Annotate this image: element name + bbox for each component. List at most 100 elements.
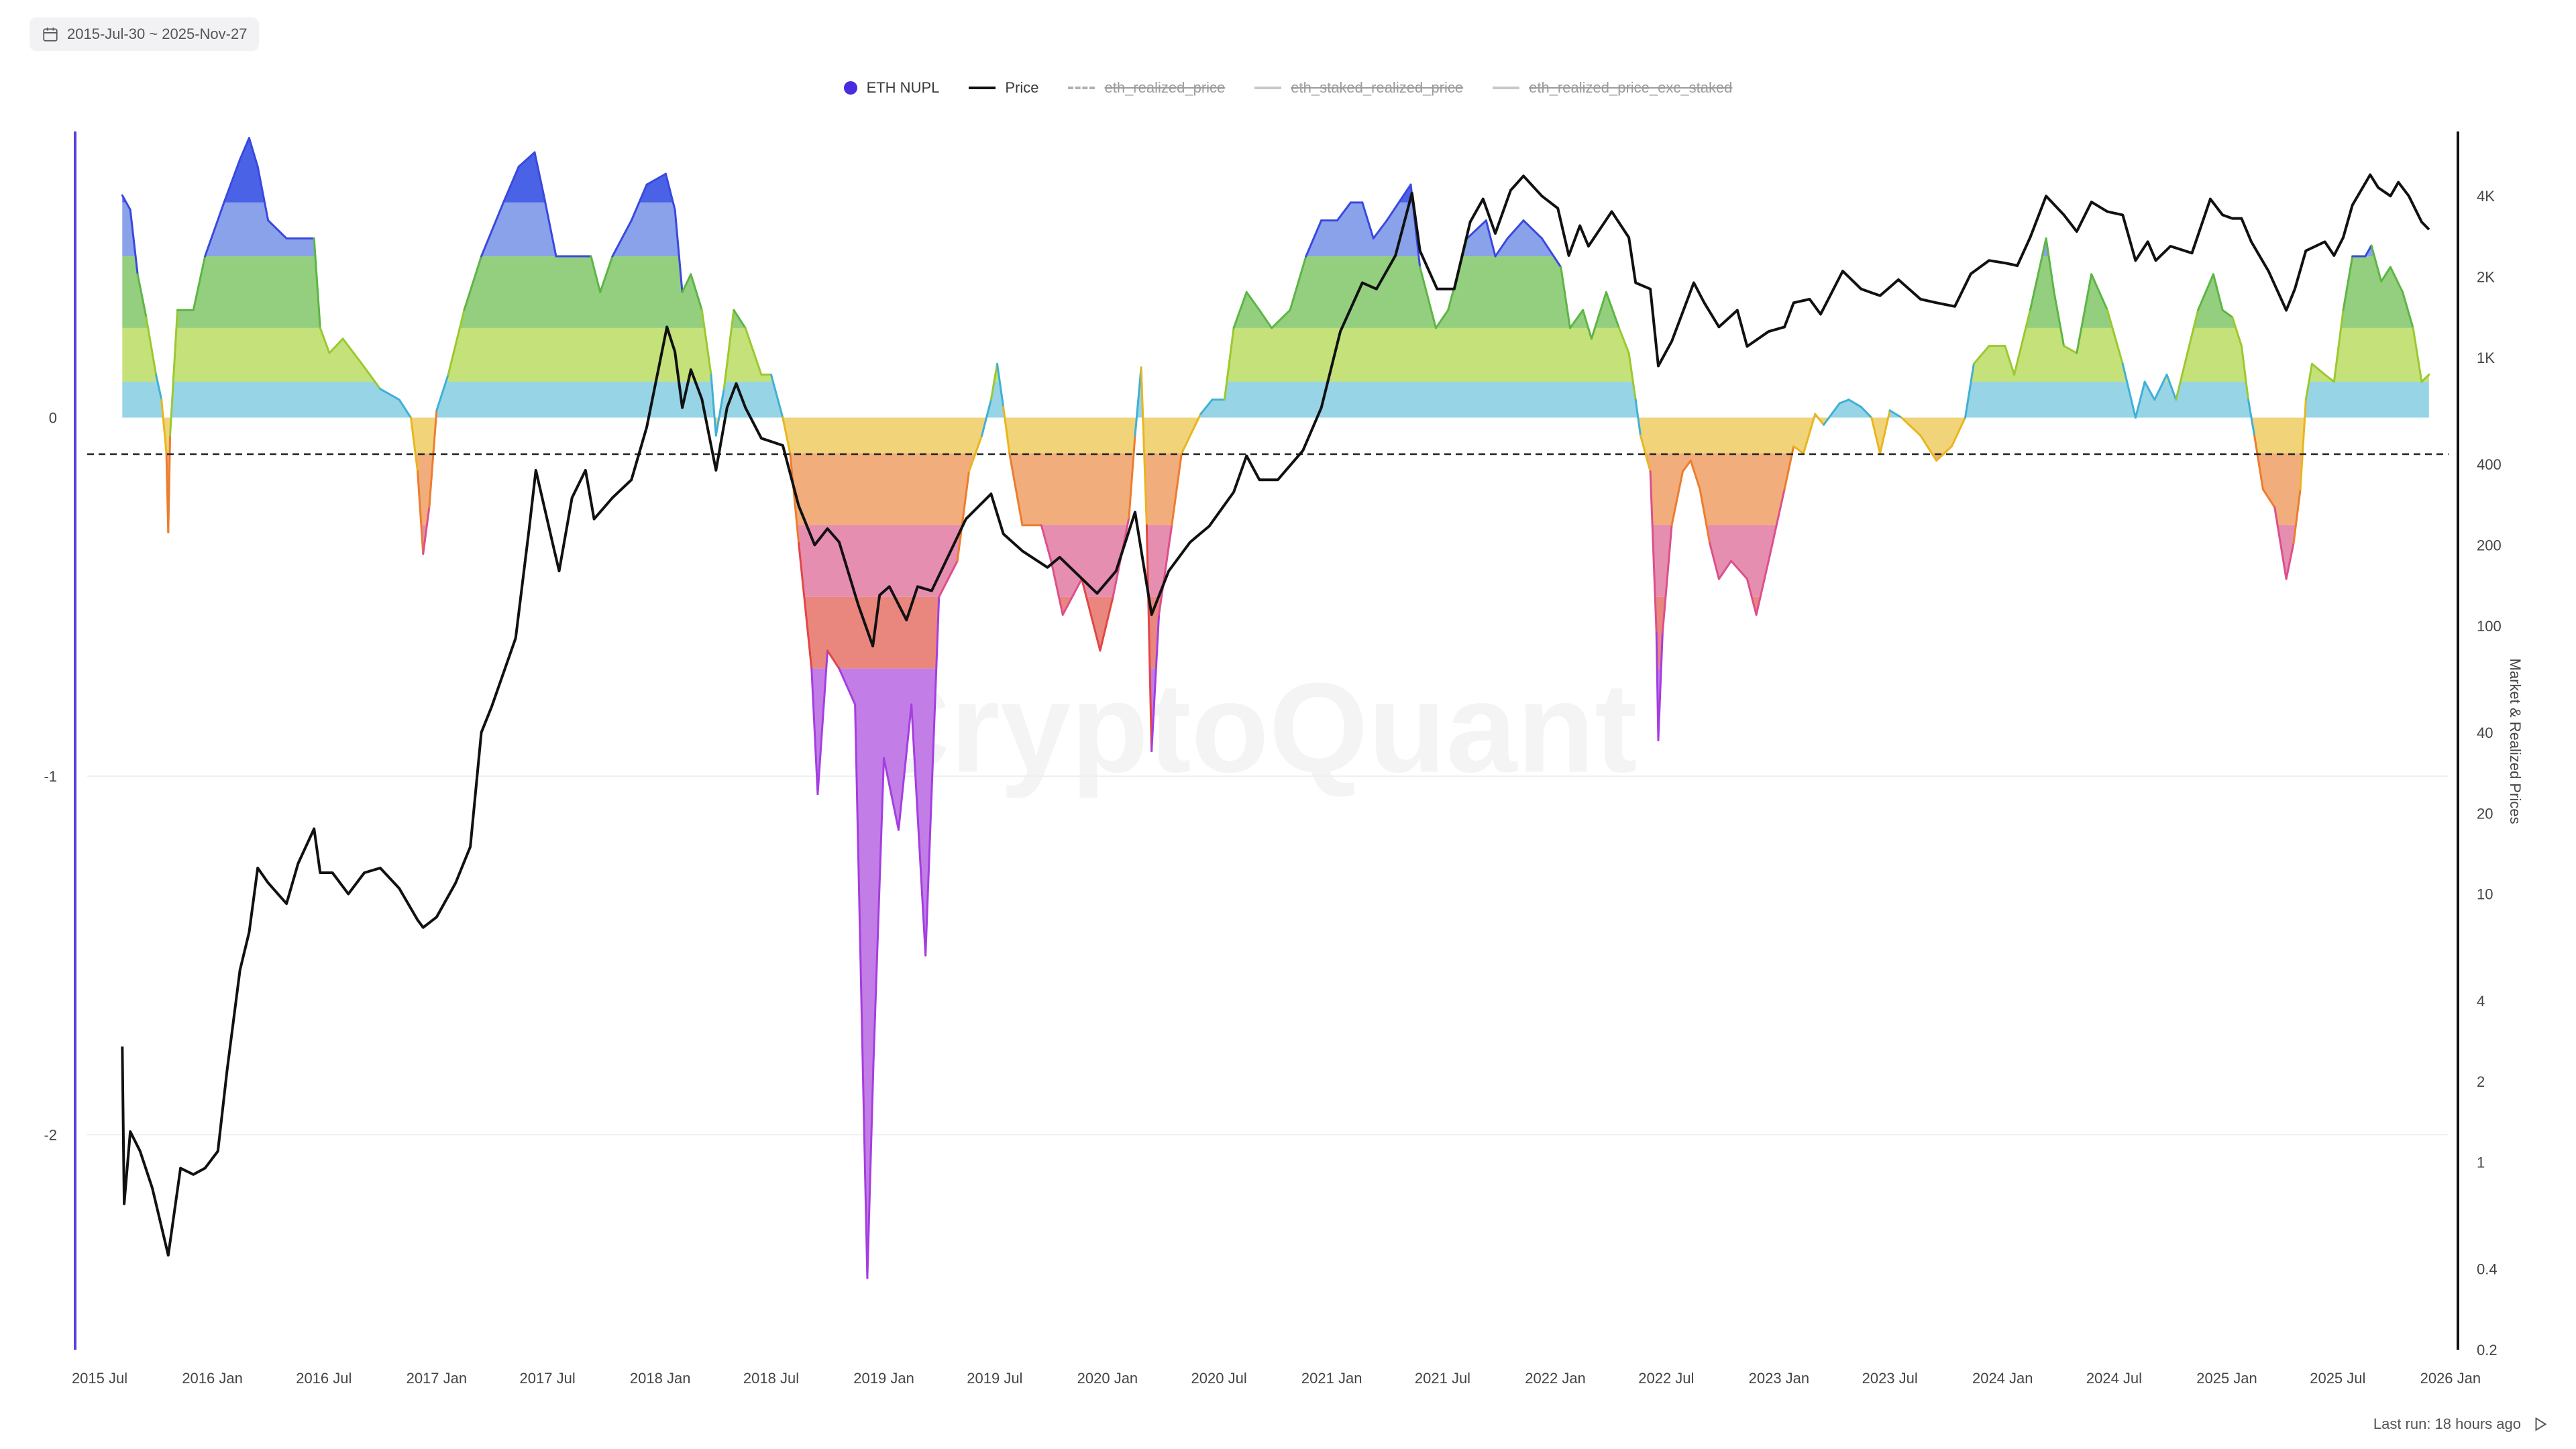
nupl-segment [2240,345,2249,401]
x-tick-label: 2021 Jul [1415,1370,1470,1387]
y-right-tick-label: 0.4 [2477,1261,2498,1278]
date-range-picker[interactable]: 2015-Jul-30 ~ 2025-Nov-27 [30,17,260,51]
nupl-segment [2090,273,2108,311]
legend-item-eth-realized-price[interactable]: eth_realized_price [1068,79,1225,97]
nupl-segment [463,255,483,311]
nupl-segment [710,373,717,437]
y-right-tick-label: 4K [2477,188,2495,205]
nupl-segment [2197,273,2214,311]
nupl-segment [770,373,784,419]
x-tick-label: 2016 Jan [182,1370,243,1387]
nupl-segment [267,219,288,239]
nupl-segment [816,649,829,796]
nupl-segment [854,703,863,993]
nupl-segment [1361,201,1375,239]
nupl-segment [664,172,676,211]
x-tick-label: 2025 Jul [2310,1370,2365,1387]
legend-swatch-eth-realized-price-exc-staked [1493,87,1520,89]
nupl-segment [2134,380,2146,419]
nupl-segment [2063,345,2078,354]
footer: Last run: 18 hours ago [2373,1415,2549,1433]
nupl-segment [1649,470,1658,634]
nupl-segment [2364,244,2373,258]
nupl-segment [169,309,179,437]
legend-item-price[interactable]: Price [969,79,1038,97]
nupl-segment [1860,405,1873,419]
axes: 0 -1 -2 0.2 0.4 1 2 4 10 20 40 100 200 400 1K 2K 4K 2015 … [44,131,2502,1387]
nupl-segment [1522,219,1543,239]
y-left-tick-label: -1 [44,768,57,785]
nupl-segment [1099,596,1114,652]
x-tick-label: 2016 Jul [296,1370,352,1387]
x-tick-label: 2017 Jul [520,1370,576,1387]
nupl-segment [1540,237,1562,268]
nupl-segment [341,337,363,365]
nupl-segment [1385,183,1412,222]
nupl-segment [838,667,857,706]
nupl-segment [1888,409,1903,419]
x-tick-label: 2025 Jan [2196,1370,2257,1387]
nupl-segment [422,506,431,555]
x-tick-label: 2021 Jan [1301,1370,1362,1387]
nupl-segment [733,309,747,329]
nupl-segment [1767,488,1786,562]
nupl-band-3 [122,327,2429,382]
nupl-segment [872,757,885,1064]
nupl-segment [1814,413,1825,426]
nupl-segment [1002,405,1011,455]
nupl-segment [1568,309,1585,329]
nupl-segment [428,409,438,508]
nupl-segment [1919,434,1938,462]
nupl-segment [155,373,163,401]
legend-item-eth-staked-realized-price[interactable]: eth_staked_realized_price [1254,79,1463,97]
nupl-segment [1040,524,1053,562]
nupl-segment [2004,345,2016,376]
nupl-segment [2370,244,2383,282]
nupl-segment [1305,219,1323,258]
nupl-segment [1605,290,1621,329]
nupl-segment [700,309,712,376]
x-tick-label: 2015 Jul [72,1370,127,1387]
play-icon[interactable] [2532,1415,2549,1433]
nupl-segment [121,194,131,211]
nupl-segment [1494,237,1509,258]
y-right-tick-label: 1K [2477,350,2495,366]
nupl-segment [956,470,971,562]
nupl-segment [1655,631,1660,741]
nupl-segment [1232,290,1248,329]
nupl-segment [1081,578,1102,652]
y-right-tick-label: 10 [2477,886,2493,903]
nupl-segment [398,398,412,419]
nupl-segment [2304,362,2313,401]
nupl-segment [2029,237,2047,311]
nupl-segment [1134,366,1142,437]
nupl-segment [517,151,536,168]
nupl-segment [1717,559,1733,580]
nupl-segment [313,237,321,329]
nupl-segment [204,201,225,258]
nupl-segment [2332,309,2345,383]
nupl-segment [1434,309,1450,329]
legend-swatch-price [969,87,996,89]
legend-item-eth-realized-price-exc-staked[interactable]: eth_realized_price_exc_staked [1493,79,1732,97]
nupl-segment [223,158,241,204]
nupl-segment [1582,309,1593,340]
nupl-segment [1847,398,1862,408]
nupl-segment [2402,290,2414,329]
nupl-segment [744,327,763,376]
y-right-tick-label: 100 [2477,618,2502,635]
nupl-segment [1590,290,1607,340]
nupl-segment [2324,373,2335,383]
nupl-segment [1964,362,1975,419]
nupl-band-0 [122,138,2429,203]
nupl-segment [798,542,813,670]
legend-item-eth-nupl[interactable]: ETH NUPL [843,79,939,97]
x-tick-label: 2018 Jan [630,1370,691,1387]
nupl-segment [2076,273,2093,354]
x-tick-label: 2023 Jan [1749,1370,1810,1387]
nupl-segment [2153,373,2168,401]
nupl-segment [722,309,735,390]
nupl-segment [1199,398,1214,415]
calendar-icon [43,28,58,42]
